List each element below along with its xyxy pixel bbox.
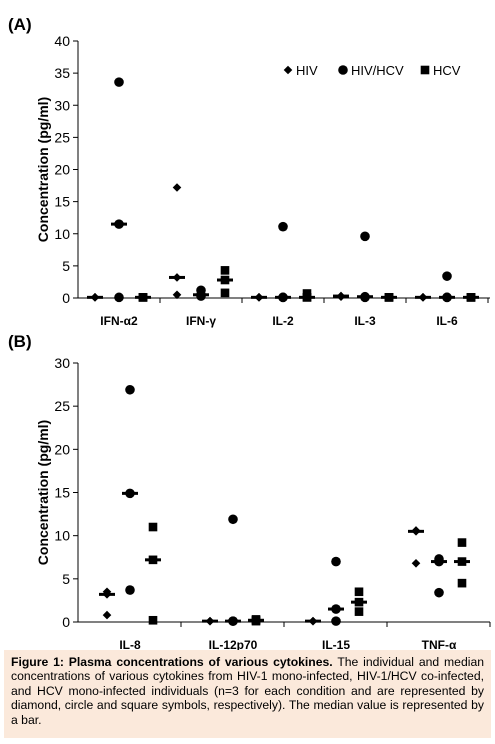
panel-a-category-label: IFN-γ — [186, 314, 216, 328]
panel-b-circle-median-bar — [225, 619, 241, 623]
panel-a-y-axis-title: Concentration (pg/ml) — [35, 97, 51, 242]
panel-b-circle-point — [228, 514, 238, 525]
panel-a-category-label: IFN-α2 — [100, 314, 138, 328]
panel-b-circle-median-bar — [328, 607, 344, 611]
panel-a-diamond-median-bar — [415, 295, 431, 299]
caption-body: The individual and median concentrations… — [11, 655, 485, 727]
panel-a-circle-point — [114, 77, 124, 87]
panel-a-circle-median-bar — [193, 293, 209, 297]
panel-a-y-tick-label: 15 — [54, 194, 70, 210]
panel-a-y-tick-label: 0 — [62, 290, 70, 306]
panel-a-circle-point — [360, 231, 370, 242]
panel-b-circle-point — [125, 384, 135, 395]
panel-a-square-point — [220, 266, 230, 275]
panel-a-square-median-bar — [381, 295, 397, 299]
panel-b-diamond-median-bar — [202, 619, 218, 623]
panel-a-square-median-bar — [135, 295, 151, 299]
panel-a-category-label: IL-6 — [436, 314, 458, 328]
panel-a-square-median-bar — [299, 295, 315, 299]
panel-b-y-tick-label: 15 — [54, 485, 70, 501]
panel-b-diamond-point — [102, 610, 112, 620]
panel-b-square-point — [148, 522, 158, 532]
panel-b-circle-point — [125, 585, 135, 595]
panel-b-category-label: IL-12p70 — [209, 638, 258, 650]
panel-b-y-tick-label: 0 — [62, 614, 70, 630]
panel-b-category-label: IL-8 — [119, 638, 141, 650]
panel-b-diamond-median-bar — [305, 619, 321, 623]
panel-a-legend-label: HCV — [433, 63, 461, 78]
panel-b-square-median-bar — [351, 600, 367, 604]
panel-b-circle-point — [434, 587, 444, 598]
panel-a-square-median-bar — [463, 295, 479, 299]
figure-caption: Figure 1: Plasma concentrations of vario… — [4, 650, 491, 738]
panel-a-legend-square-symbol — [420, 65, 430, 75]
panel-b-square-point — [354, 587, 364, 597]
panel-a-y-tick-label: 30 — [54, 97, 70, 113]
panel-a-circle-point — [442, 271, 452, 281]
panel-a-diamond-point — [172, 183, 182, 192]
panel-b-square-point — [457, 578, 467, 588]
panel-b-y-tick-label: 10 — [54, 528, 70, 544]
panel-a-y-tick-label: 5 — [62, 258, 70, 274]
panel-a-circle-point — [278, 221, 288, 232]
panel-a-diamond-point — [172, 290, 182, 300]
panel-b-square-point — [457, 538, 467, 547]
panel-b-y-tick-label: 30 — [54, 355, 70, 371]
panel-a-y-tick-label: 40 — [54, 33, 70, 49]
panel-a-category-label: IL-2 — [272, 314, 294, 328]
panel-a-legend-label: HIV — [296, 63, 318, 78]
caption-title: Figure 1: Plasma concentrations of vario… — [11, 655, 333, 669]
panel-b-square-point — [354, 607, 364, 616]
panel-b-diamond-median-bar — [408, 529, 424, 533]
panel-b-square-point — [148, 615, 158, 625]
panel-a-circle-median-bar — [439, 295, 455, 299]
panel-a-legend-label: HIV/HCV — [351, 63, 404, 78]
panel-a-circle-median-bar — [357, 295, 373, 299]
panel-b-diamond-median-bar — [99, 592, 115, 596]
panel-a-square-point — [220, 288, 230, 298]
panel-a-diamond-median-bar — [169, 275, 185, 279]
panel-a-circle-point — [114, 292, 124, 303]
panel-b-square-median-bar — [454, 560, 470, 564]
panel-a-circle-median-bar — [275, 295, 291, 299]
panel-a-y-tick-label: 20 — [54, 162, 70, 178]
panel-a-y-tick-label: 35 — [54, 65, 70, 81]
panel-b-y-tick-label: 25 — [54, 398, 70, 414]
panel-a-legend-diamond-symbol — [283, 65, 293, 75]
panel-b-circle-median-bar — [431, 560, 447, 564]
panel-b-square-median-bar — [248, 618, 264, 622]
panel-b-label: (B) — [8, 332, 32, 351]
panel-b-square-median-bar — [145, 558, 161, 562]
panel-b-y-axis-title: Concentration (pg/ml) — [35, 420, 51, 565]
panel-b-circle-point — [331, 556, 341, 567]
panel-a-legend-circle-symbol — [338, 65, 348, 75]
panel-b-y-tick-label: 20 — [54, 441, 70, 457]
panel-a-category-label: IL-3 — [354, 314, 376, 328]
panel-b-category-label: TNF-α — [422, 638, 457, 650]
panel-a-y-tick-label: 25 — [54, 129, 70, 145]
panel-b-circle-median-bar — [122, 491, 138, 495]
panel-b-y-tick-label: 5 — [62, 571, 70, 587]
figure-canvas: (A) 0 5 10 15 20 25 30 35 40 Concentration (pg/ml)… — [8, 15, 491, 650]
panel-a-square-median-bar — [217, 278, 233, 282]
panel-b-category-label: IL-15 — [322, 638, 350, 650]
panel-a-diamond-median-bar — [87, 295, 103, 299]
panel-a-y-tick-label: 10 — [54, 226, 70, 242]
panel-a-diamond-median-bar — [251, 295, 267, 299]
panel-a-circle-median-bar — [111, 222, 127, 226]
panel-a-label: (A) — [8, 15, 32, 34]
panel-a-diamond-median-bar — [333, 294, 349, 298]
panel-b-circle-point — [331, 616, 341, 626]
panel-b-diamond-point — [411, 558, 421, 568]
